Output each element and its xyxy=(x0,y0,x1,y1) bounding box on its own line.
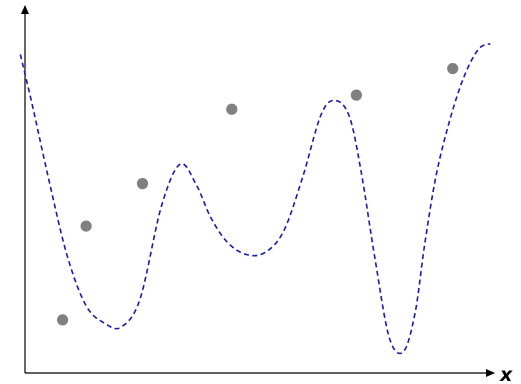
data-points-layer xyxy=(57,62,459,326)
dashed-fit-curve xyxy=(19,43,491,355)
data-point xyxy=(57,314,69,326)
data-point xyxy=(80,220,92,232)
data-point xyxy=(350,89,362,101)
data-point xyxy=(447,62,459,75)
data-point xyxy=(226,103,238,115)
x-axis-label: x xyxy=(499,364,513,384)
fit-curve-layer xyxy=(19,43,491,355)
data-point xyxy=(136,178,149,190)
